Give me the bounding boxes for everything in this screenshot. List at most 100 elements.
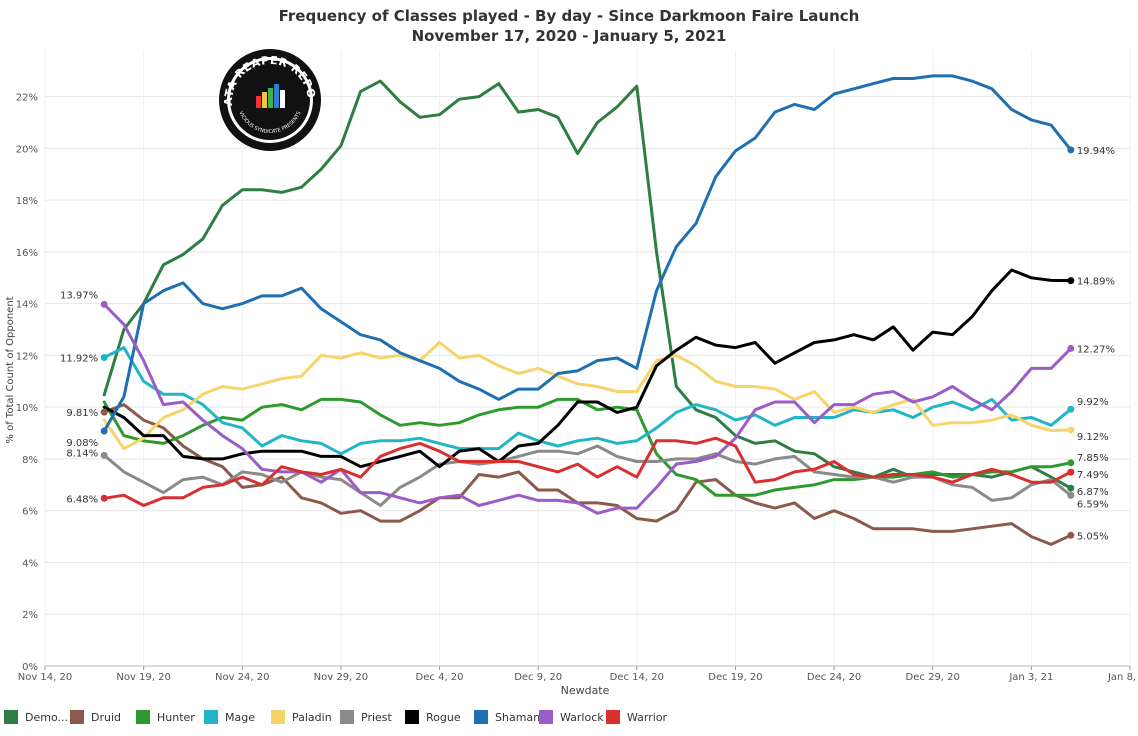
- x-tick-label: Dec 19, 20: [708, 672, 762, 683]
- y-tick-label: 8%: [22, 455, 38, 466]
- start-value-label: 9.08%: [66, 438, 98, 449]
- end-point-marker: [1067, 531, 1075, 539]
- x-tick-label: Nov 29, 20: [314, 672, 369, 683]
- series-line-warlock: [102, 302, 1073, 515]
- legend-swatch: [136, 710, 150, 724]
- legend-swatch: [539, 710, 553, 724]
- legend-label: Shaman: [495, 710, 541, 724]
- x-tick-label: Jan 3, 21: [1008, 672, 1053, 683]
- x-axis: Nov 14, 20 Nov 19, 20 Nov 24, 20 Nov 29, 20…: [18, 666, 1138, 683]
- start-point-marker: [100, 451, 108, 459]
- data-labels: 6.87% 5.05% 9.81% 7.85% 9.92% 11.92% 9.12% 6.59…: [60, 146, 1115, 542]
- end-value-label: 7.49%: [1077, 470, 1109, 481]
- end-point-marker: [1067, 459, 1075, 467]
- start-value-label: 6.48%: [66, 494, 98, 505]
- start-point-marker: [100, 427, 108, 435]
- y-tick-label: 22%: [16, 93, 38, 104]
- start-value-label: 8.14%: [66, 448, 98, 459]
- x-tick-label: Nov 19, 20: [116, 672, 171, 683]
- end-value-label: 9.12%: [1077, 432, 1109, 443]
- chart-subtitle: November 17, 2020 - January 5, 2021: [411, 27, 727, 45]
- start-value-label: 13.97%: [60, 290, 98, 301]
- legend-swatch: [405, 710, 419, 724]
- y-tick-label: 6%: [22, 507, 38, 518]
- legend-label: Paladin: [292, 710, 332, 724]
- end-value-label: 6.87%: [1077, 487, 1109, 498]
- series-line-warrior: [102, 436, 1073, 507]
- legend-label: Hunter: [157, 710, 195, 724]
- legend-swatch: [474, 710, 488, 724]
- y-tick-label: 0%: [22, 662, 38, 673]
- y-tick-label: 20%: [16, 144, 38, 155]
- legend-swatch: [340, 710, 354, 724]
- legend-item[interactable]: Demo...: [4, 710, 68, 724]
- y-tick-label: 18%: [16, 196, 38, 207]
- legend-swatch: [204, 710, 218, 724]
- end-point-marker: [1067, 491, 1075, 499]
- end-value-label: 7.85%: [1077, 453, 1109, 464]
- end-point-marker: [1067, 405, 1075, 413]
- x-axis-label: Newdate: [561, 684, 610, 697]
- legend-item[interactable]: Priest: [340, 710, 392, 724]
- legend-label: Priest: [361, 710, 392, 724]
- legend-item[interactable]: Mage: [204, 710, 255, 724]
- end-value-label: 6.59%: [1077, 499, 1109, 510]
- legend-label: Rogue: [426, 710, 461, 724]
- start-point-marker: [100, 353, 108, 361]
- y-tick-label: 4%: [22, 558, 38, 569]
- y-tick-label: 2%: [22, 610, 38, 621]
- end-value-label: 9.92%: [1077, 397, 1109, 408]
- legend-swatch: [70, 710, 84, 724]
- end-point-marker: [1067, 426, 1075, 434]
- legend-item[interactable]: Hunter: [136, 710, 195, 724]
- start-point-marker: [100, 300, 108, 308]
- start-point-marker: [100, 408, 108, 416]
- y-tick-label: 14%: [16, 300, 38, 311]
- series-line-rogue: [102, 268, 1073, 469]
- series-lines: [102, 74, 1073, 546]
- legend-label: Demo...: [25, 710, 68, 724]
- end-point-marker: [1067, 468, 1075, 476]
- legend-item[interactable]: Rogue: [405, 710, 461, 724]
- end-point-marker: [1067, 277, 1075, 285]
- series-line-shaman: [102, 74, 1073, 433]
- x-tick-label: Dec 4, 20: [416, 672, 464, 683]
- x-tick-label: Dec 29, 20: [906, 672, 960, 683]
- end-value-label: 14.89%: [1077, 277, 1115, 288]
- legend-label: Warlock: [560, 710, 604, 724]
- legend-swatch: [4, 710, 18, 724]
- x-tick-label: Nov 24, 20: [215, 672, 270, 683]
- start-point-marker: [100, 494, 108, 502]
- legend-item[interactable]: Shaman: [474, 710, 540, 724]
- gridlines: [44, 50, 1131, 667]
- legend-item[interactable]: Druid: [70, 710, 121, 724]
- y-axis: 0% 2% 4% 6% 8% 10% 12% 14% 16% 18% 20% 22%: [16, 93, 38, 673]
- y-tick-label: 10%: [16, 403, 38, 414]
- series-line-mage: [102, 346, 1073, 456]
- x-tick-label: Jan 8, 21: [1107, 672, 1138, 683]
- end-point-marker: [1067, 344, 1075, 352]
- x-tick-label: Nov 14, 20: [18, 672, 73, 683]
- end-value-label: 12.27%: [1077, 344, 1115, 355]
- legend-item[interactable]: Warrior: [606, 710, 667, 724]
- x-tick-label: Dec 24, 20: [807, 672, 861, 683]
- start-value-label: 9.81%: [66, 408, 98, 419]
- legend-item[interactable]: Warlock: [539, 710, 604, 724]
- end-point-marker: [1067, 484, 1075, 492]
- start-value-label: 11.92%: [60, 353, 98, 364]
- legend-label: Mage: [225, 710, 255, 724]
- legend-label: Druid: [91, 710, 122, 724]
- x-tick-label: Dec 14, 20: [610, 672, 664, 683]
- series-line-priest: [102, 444, 1073, 507]
- end-value-label: 5.05%: [1077, 531, 1109, 542]
- legend-item[interactable]: Paladin: [271, 710, 332, 724]
- end-value-label: 19.94%: [1077, 146, 1115, 157]
- legend-swatch: [606, 710, 620, 724]
- data-reaper-logo: DATA REAPER REPORT VICIOUS SYNDICATE PRE…: [218, 48, 321, 151]
- chart-title: Frequency of Classes played - By day - S…: [278, 7, 860, 25]
- x-tick-label: Dec 9, 20: [514, 672, 562, 683]
- y-tick-label: 16%: [16, 248, 38, 259]
- legend-label: Warrior: [627, 710, 668, 724]
- legend-swatch: [271, 710, 285, 724]
